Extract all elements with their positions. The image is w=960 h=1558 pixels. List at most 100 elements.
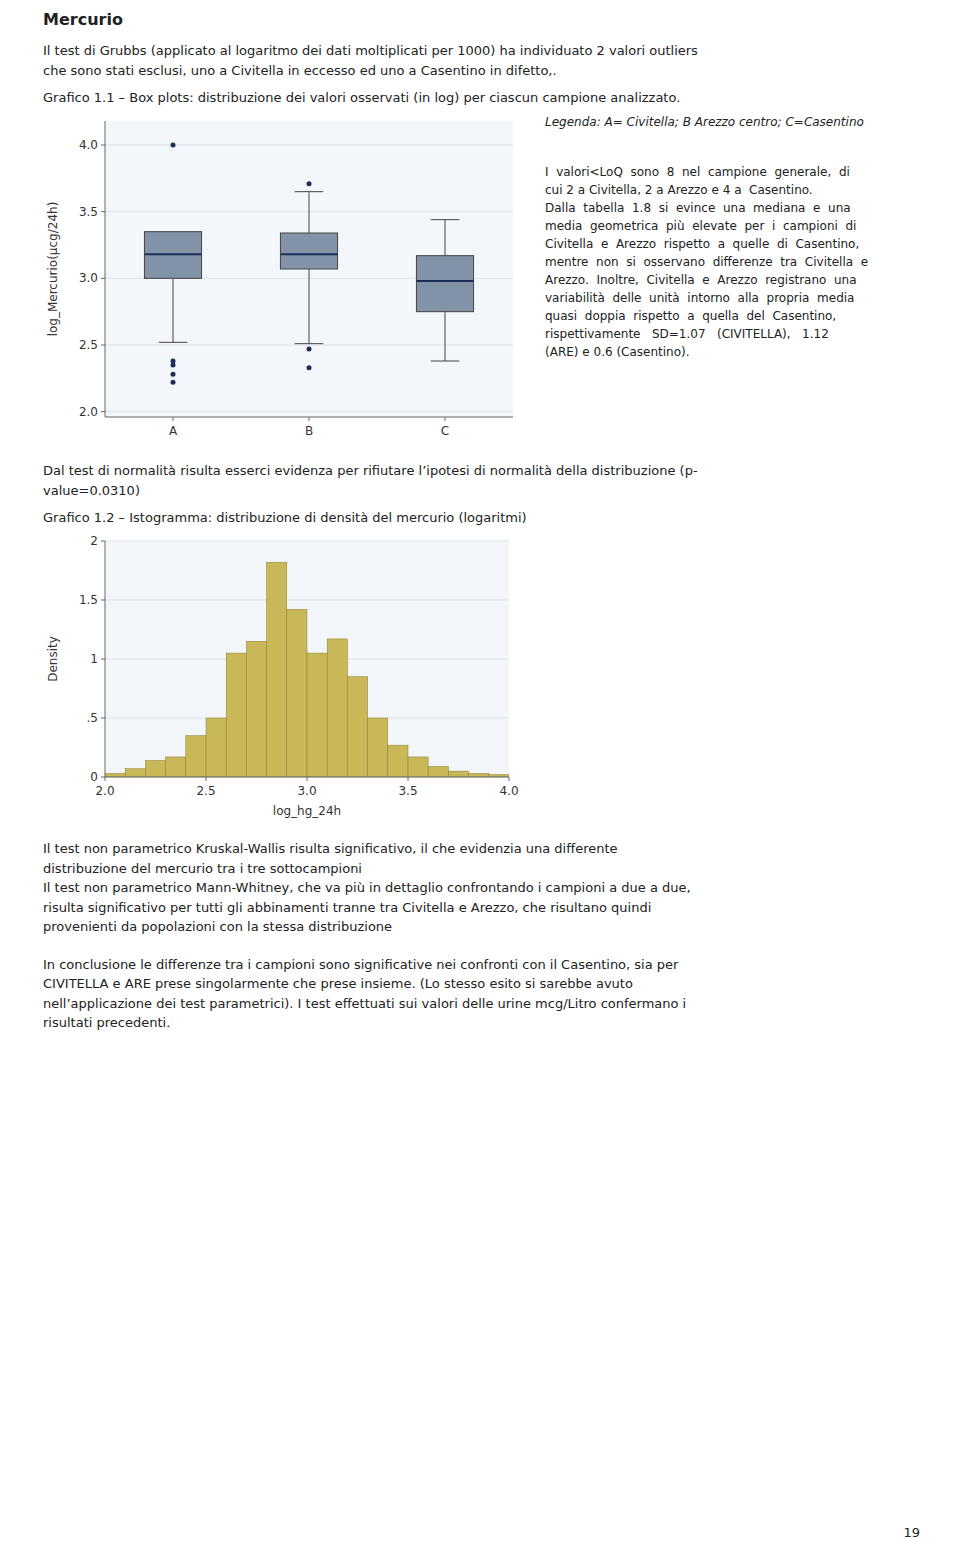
side-text-line: variabilità delle unità intorno alla pro…: [545, 289, 868, 307]
page-title: Mercurio: [43, 10, 920, 29]
side-text-line: Dalla tabella 1.8 si evince una mediana …: [545, 199, 868, 217]
tick-mark: [101, 345, 105, 346]
x-tick-label: B: [305, 424, 313, 438]
median: [280, 253, 337, 255]
median: [144, 253, 201, 255]
histogram-bar: [206, 718, 226, 777]
histogram-bar: [347, 677, 367, 777]
tick-mark: [309, 417, 310, 421]
x-axis: [105, 417, 513, 418]
tick-mark: [101, 145, 105, 146]
whisker-cap-high: [431, 219, 460, 220]
tick-mark: [173, 417, 174, 421]
chart-caption: Grafico 1.2 – Istogramma: distribuzione …: [43, 510, 920, 525]
boxplot-chart: 2.02.53.03.54.0ABClog_Mercurio(µcg/24h): [43, 111, 523, 451]
intro-line: che sono stati esclusi, uno a Civitella …: [43, 61, 920, 81]
side-text-line: quasi doppia rispetto a quella del Casen…: [545, 307, 868, 325]
grid-line: [105, 541, 509, 542]
y-tick-label: 3.5: [79, 205, 98, 219]
side-text-line: (ARE) e 0.6 (Casentino).: [545, 343, 868, 361]
plot-background: [105, 121, 513, 417]
side-text-line: cui 2 a Civitella, 2 a Arezzo e 4 a Case…: [545, 181, 868, 199]
outlier: [171, 363, 176, 368]
grid-line: [105, 777, 509, 778]
whisker-high: [445, 220, 446, 256]
histogram-bar: [388, 745, 408, 777]
tick-mark: [101, 718, 105, 719]
chart-row: 2.02.53.03.54.0ABClog_Mercurio(µcg/24h)L…: [43, 111, 920, 451]
histogram-bar: [105, 773, 125, 777]
y-axis: [105, 121, 106, 417]
outlier: [171, 143, 176, 148]
box: [144, 232, 201, 279]
y-axis-label: log_Mercurio(µcg/24h): [46, 202, 60, 337]
histogram-bar: [186, 736, 206, 777]
tick-mark: [307, 777, 308, 781]
whisker-low: [309, 269, 310, 344]
whisker-cap-low: [431, 361, 460, 362]
grid-line: [105, 345, 513, 346]
page: Mercurio Il test di Grubbs (applicato al …: [0, 0, 960, 1033]
whisker-cap-low: [159, 342, 188, 343]
side-text: Legenda: A= Civitella; B Arezzo centro; …: [545, 111, 868, 361]
side-text-line: Civitella e Arezzo rispetto a quelle di …: [545, 235, 868, 253]
x-tick-label: 2.0: [95, 784, 114, 798]
chart-caption: Grafico 1.1 – Box plots: distribuzione d…: [43, 90, 920, 105]
histogram-bar: [287, 609, 307, 777]
outlier: [171, 372, 176, 377]
whisker-cap-low: [295, 343, 324, 344]
histogram-bar: [307, 653, 327, 777]
tick-mark: [101, 211, 105, 212]
y-axis-label: Density: [46, 636, 60, 682]
outlier: [307, 365, 312, 370]
side-text-line: rispettivamente SD=1.07 (CIVITELLA), 1.1…: [545, 325, 868, 343]
bottom-text: In conclusione le differenze tra i campi…: [43, 955, 920, 1033]
whisker-high: [309, 192, 310, 233]
x-tick-label: 3.5: [398, 784, 417, 798]
intro-line: Il test di Grubbs (applicato al logaritm…: [43, 41, 920, 61]
histogram-bar: [408, 757, 428, 777]
histogram-bar: [226, 653, 246, 777]
marks: [144, 143, 473, 385]
tick-mark: [101, 541, 105, 542]
y-tick-label: 4.0: [79, 138, 98, 152]
histogram-bar: [145, 760, 165, 777]
y-tick-label: 1.5: [79, 593, 98, 607]
y-tick-label: 3.0: [79, 271, 98, 285]
x-axis-label: log_hg_24h: [273, 804, 341, 818]
page-number: 19: [903, 1525, 920, 1540]
whisker-low: [445, 312, 446, 361]
grid-line: [105, 145, 513, 146]
x-tick-label: C: [441, 424, 449, 438]
bottom-text: Il test non parametrico Kruskal-Wallis r…: [43, 839, 920, 937]
outlier: [307, 347, 312, 352]
tick-mark: [101, 659, 105, 660]
tick-mark: [101, 777, 105, 778]
box: [280, 233, 337, 269]
histogram-bar: [267, 562, 287, 777]
side-text-line: mentre non si osservano differenze tra C…: [545, 253, 868, 271]
histogram-bar: [327, 639, 347, 777]
whisker-low: [173, 278, 174, 342]
x-tick-label: A: [169, 424, 178, 438]
tick-mark: [105, 777, 106, 781]
whisker-cap-high: [295, 191, 324, 192]
y-tick-label: 1: [90, 652, 98, 666]
marks: [105, 562, 509, 777]
box: [416, 256, 473, 312]
x-tick-label: 4.0: [499, 784, 518, 798]
plot-background: [105, 541, 509, 777]
x-axis: [105, 777, 509, 778]
outlier: [307, 181, 312, 186]
x-tick-label: 3.0: [297, 784, 316, 798]
histogram-bar: [469, 773, 489, 777]
grid-line: [105, 411, 513, 412]
legend-note: Legenda: A= Civitella; B Arezzo centro; …: [545, 115, 868, 129]
histogram-chart: 0.511.522.02.53.03.54.0log_hg_24hDensity: [43, 531, 523, 821]
y-tick-label: .5: [87, 711, 98, 725]
y-tick-label: 2.0: [79, 405, 98, 419]
outlier: [171, 380, 176, 385]
y-axis: [105, 541, 106, 777]
histogram-bar: [125, 769, 145, 777]
y-tick-label: 0: [90, 770, 98, 784]
